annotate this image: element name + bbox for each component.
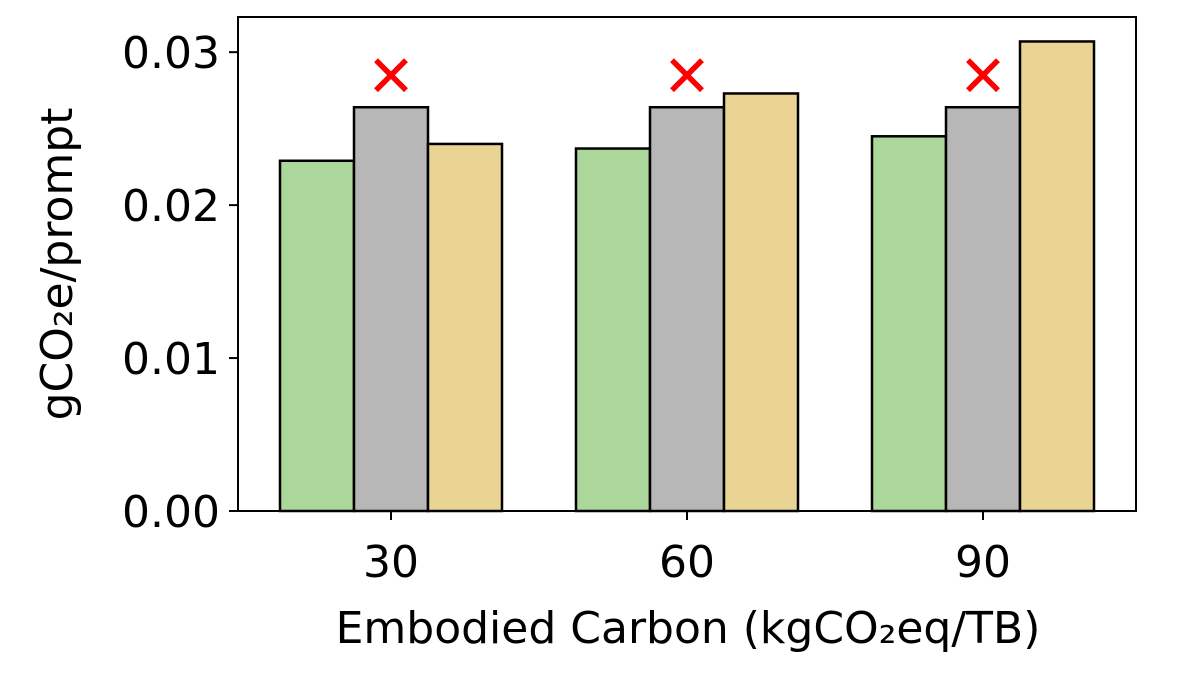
plot-area (278, 40, 1096, 513)
bar-60-series-1 (574, 147, 652, 513)
x-axis: 30 60 90 (363, 511, 1011, 588)
bar-30-series-1 (278, 159, 356, 513)
cross-marker-90 (966, 58, 1000, 93)
x-tick-label: 90 (955, 537, 1011, 588)
bar-30-series-3 (426, 142, 504, 513)
bar-60-series-3 (722, 92, 800, 513)
y-tick-label: 0.02 (122, 181, 220, 232)
x-tick-label: 30 (363, 537, 419, 588)
cross-marker-60 (670, 58, 704, 93)
y-axis: 0.00 0.01 0.02 0.03 (122, 28, 238, 538)
y-axis-title: gCO₂e/prompt (32, 108, 83, 421)
x-axis-title: Embodied Carbon (kgCO₂eq/TB) (336, 603, 1041, 654)
plot-frame (237, 16, 1137, 512)
bar-60-series-2 (648, 105, 726, 513)
bar-90-series-3 (1018, 40, 1096, 513)
y-tick-label: 0.00 (122, 487, 220, 538)
bar-90-series-2 (944, 105, 1022, 513)
y-tick-label: 0.03 (122, 28, 220, 79)
x-tick-label: 60 (659, 537, 715, 588)
cross-marker-30 (374, 58, 408, 93)
y-tick-label: 0.01 (122, 334, 220, 385)
bar-30-series-2 (352, 105, 430, 513)
bar-90-series-1 (870, 135, 948, 513)
